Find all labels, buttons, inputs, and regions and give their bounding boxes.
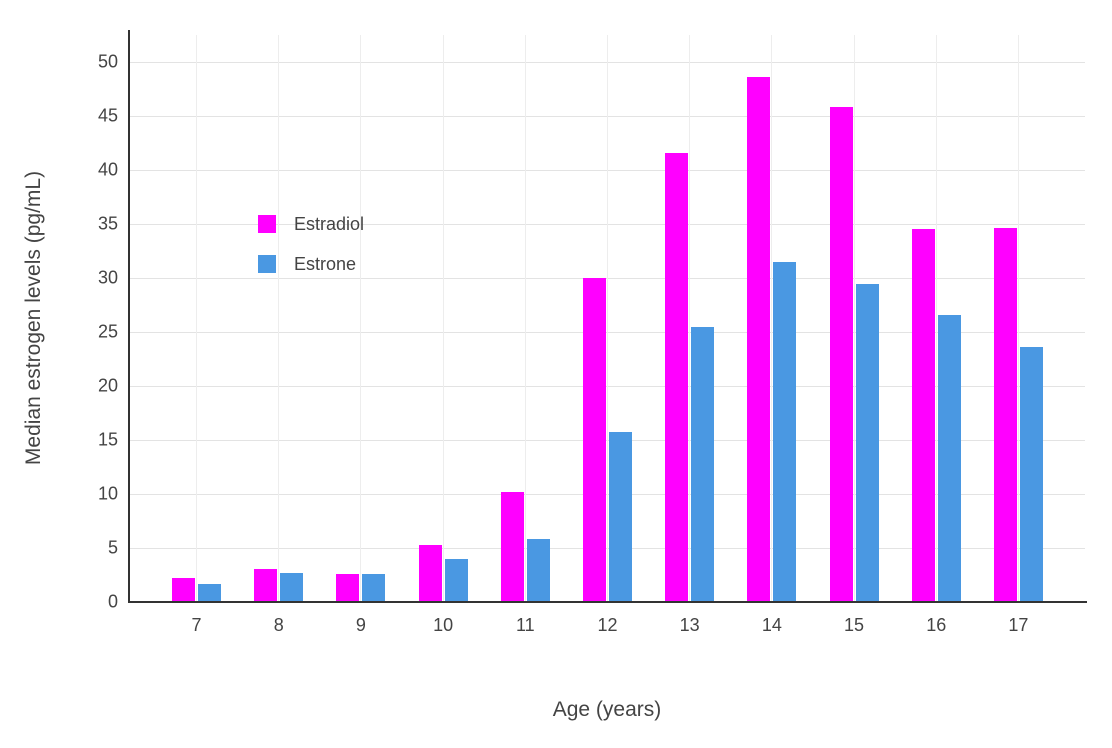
bar-estrone-17 — [1019, 347, 1043, 602]
bar-estradiol-12 — [583, 278, 606, 602]
bar-estrone-15 — [855, 284, 879, 602]
y-tick-label-30: 30 — [97, 267, 118, 288]
x-tick-label-13: 13 — [679, 615, 700, 635]
y-tick-label-20: 20 — [97, 375, 118, 396]
bar-estrone-13 — [691, 326, 715, 602]
v-gridline-9 — [360, 35, 362, 602]
legend-label-estrone: Estrone — [294, 253, 357, 274]
x-tick-label-8: 8 — [273, 615, 284, 635]
v-gridline-8 — [278, 35, 280, 602]
x-tick-label-10: 10 — [433, 615, 454, 635]
y-tick-label-40: 40 — [97, 159, 118, 180]
bar-estradiol-9 — [336, 573, 360, 602]
bar-estrone-8 — [280, 572, 304, 602]
legend-item-estrone[interactable]: Estrone — [258, 252, 364, 276]
bar-estradiol-17 — [993, 228, 1017, 602]
x-tick-label-17: 17 — [1008, 615, 1029, 635]
bar-estrone-16 — [937, 314, 961, 602]
v-gridline-11 — [524, 35, 526, 602]
legend-label-estradiol: Estradiol — [294, 213, 365, 234]
x-tick-label-16: 16 — [926, 615, 947, 635]
y-tick-label-25: 25 — [97, 321, 118, 342]
v-gridline-16 — [935, 35, 937, 602]
v-gridline-12 — [607, 35, 608, 602]
y-tick-label-45: 45 — [97, 105, 118, 126]
bar-estradiol-11 — [500, 491, 524, 602]
bar-estrone-11 — [526, 539, 550, 602]
v-gridline-14 — [771, 35, 773, 602]
x-tick-label-12: 12 — [597, 615, 618, 635]
plot-area — [130, 35, 1085, 602]
v-gridline-10 — [442, 35, 444, 602]
bar-estrone-9 — [362, 573, 386, 602]
legend-swatch-estradiol — [258, 215, 276, 233]
legend-swatch-estrone — [258, 255, 276, 273]
y-tick-label-50: 50 — [97, 51, 118, 72]
x-tick-label-7: 7 — [191, 615, 202, 635]
bar-estradiol-13 — [665, 152, 689, 602]
bar-estradiol-14 — [747, 77, 771, 602]
x-tick-label-14: 14 — [761, 615, 782, 635]
bar-estradiol-15 — [829, 107, 853, 602]
y-tick-label-10: 10 — [97, 483, 118, 504]
legend-item-estradiol[interactable]: Estradiol — [258, 212, 364, 236]
y-tick-label-0: 0 — [107, 591, 118, 612]
x-axis-line — [128, 601, 1087, 603]
bar-estradiol-16 — [911, 229, 935, 602]
bar-estradiol-8 — [254, 568, 278, 602]
v-gridline-17 — [1017, 35, 1019, 602]
v-gridline-15 — [853, 35, 855, 602]
v-gridline-13 — [689, 35, 691, 602]
bar-estrone-14 — [773, 261, 797, 602]
x-tick-label-15: 15 — [844, 615, 865, 635]
y-tick-label-15: 15 — [97, 429, 118, 450]
v-gridline-7 — [196, 35, 198, 602]
y-tick-label-5: 5 — [107, 537, 118, 558]
x-tick-label-9: 9 — [355, 615, 366, 635]
bar-estrone-12 — [609, 432, 632, 602]
legend: Estradiol Estrone — [258, 212, 364, 292]
y-tick-label-35: 35 — [97, 213, 118, 234]
bar-estrone-10 — [444, 558, 468, 602]
x-axis-title: Age (years) — [552, 698, 662, 721]
bar-estradiol-7 — [172, 578, 196, 602]
y-axis-title: Median estrogen levels (pg/mL) — [22, 170, 45, 466]
bar-estrone-7 — [198, 583, 222, 602]
bar-estradiol-10 — [418, 544, 442, 602]
y-axis-line — [128, 30, 130, 603]
x-tick-label-11: 11 — [515, 615, 535, 635]
